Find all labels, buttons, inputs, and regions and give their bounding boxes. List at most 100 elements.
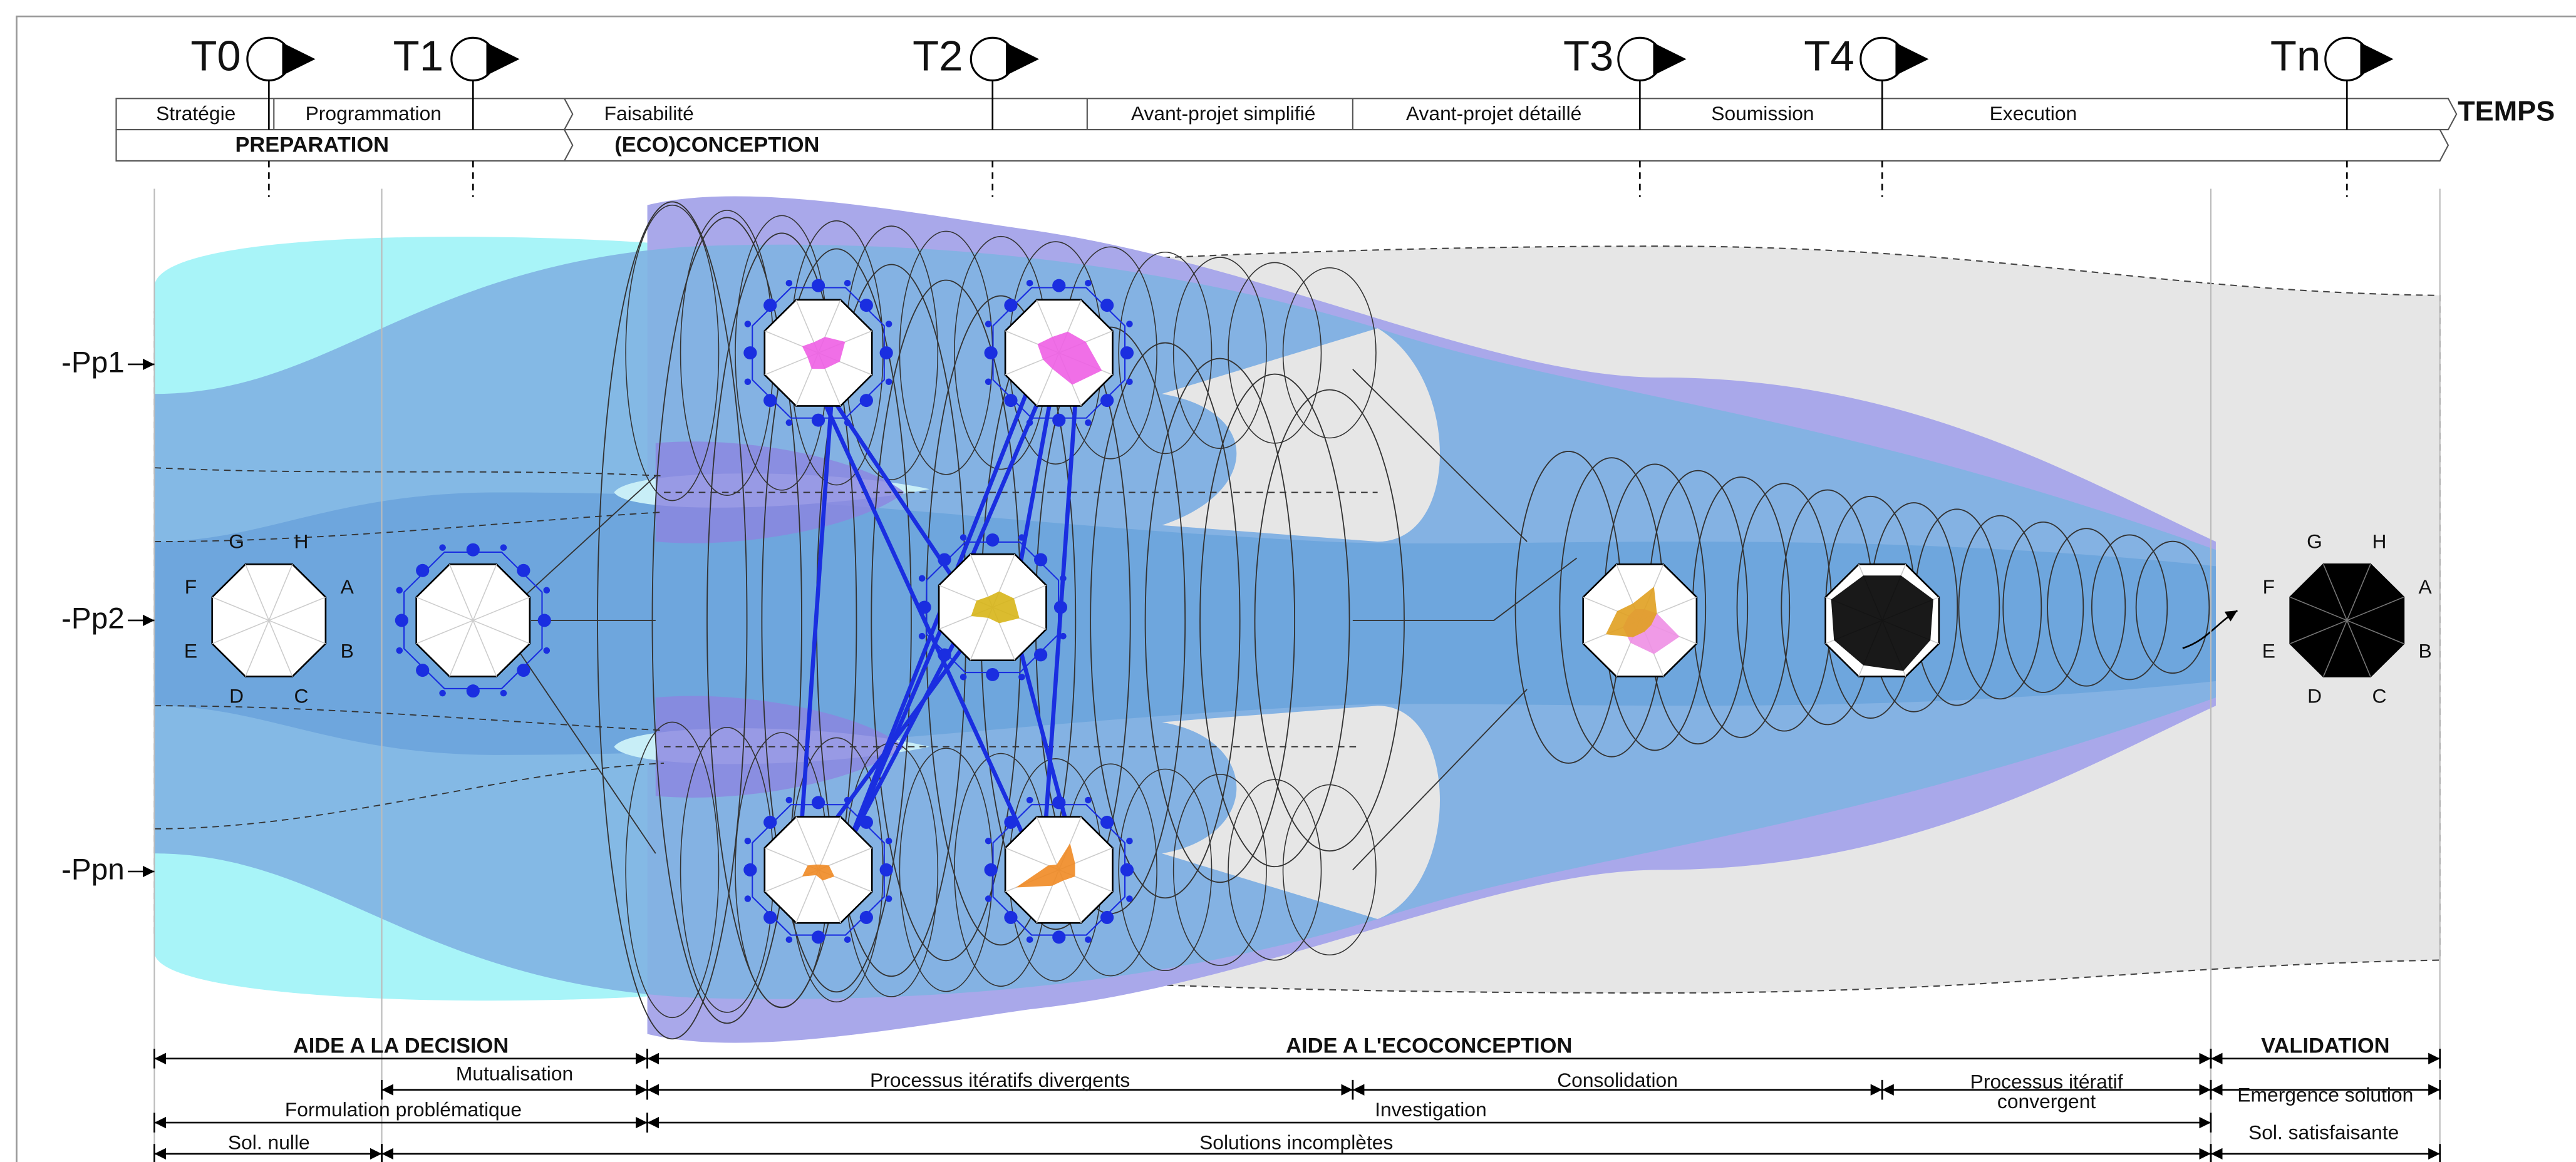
dot — [844, 279, 851, 287]
dot — [986, 667, 1000, 681]
dot — [785, 419, 793, 426]
criterion-label: H — [2372, 530, 2387, 553]
spoke — [1036, 816, 1060, 870]
dot — [885, 837, 892, 845]
dot — [1085, 279, 1092, 287]
dot — [1100, 394, 1114, 408]
dot — [879, 346, 893, 360]
criterion-label: B — [341, 640, 354, 662]
dot — [1026, 419, 1033, 426]
dot — [1052, 930, 1066, 944]
spoke — [212, 620, 269, 644]
score-shape — [1016, 843, 1075, 888]
score-shape — [1605, 587, 1657, 637]
dot — [763, 910, 777, 924]
criterion-label: B — [2419, 640, 2432, 662]
spoke — [212, 597, 269, 621]
spiral-loop — [1144, 357, 1296, 883]
spiral-loop — [1118, 768, 1213, 972]
spiral-loop — [625, 204, 720, 501]
main-phase: (ECO)CONCEPTION — [614, 133, 819, 157]
score-shape — [1831, 575, 1933, 671]
dot — [918, 575, 926, 582]
dot — [844, 936, 851, 943]
spiral-loop — [1958, 515, 2042, 700]
dot — [1004, 394, 1018, 408]
spoke — [795, 870, 819, 923]
spoke — [472, 597, 530, 621]
dot — [985, 837, 992, 845]
dot — [1085, 936, 1092, 943]
dot — [395, 614, 408, 627]
dot — [743, 346, 757, 360]
phase-label: Soumission — [1711, 102, 1814, 125]
spoke — [472, 620, 497, 677]
criterion-label: C — [2372, 685, 2387, 707]
dot — [844, 419, 851, 426]
spiral-loop — [2135, 540, 2210, 674]
score-shape — [1037, 331, 1102, 385]
dot — [500, 689, 507, 697]
span-label: Solutions incomplètes — [1199, 1131, 1393, 1154]
spoke — [449, 620, 474, 677]
dot — [885, 321, 892, 327]
dot — [396, 587, 403, 594]
spiral-loop — [625, 721, 720, 1019]
spiral-loop — [1228, 262, 1322, 444]
phase-label: Execution — [1990, 102, 2077, 125]
dot — [1004, 910, 1018, 924]
spiral-loop — [1228, 779, 1322, 961]
criterion-label: D — [2307, 685, 2322, 707]
criterion-label: F — [185, 575, 197, 598]
milestone-label: Tn — [2270, 32, 2320, 80]
dot — [1018, 534, 1025, 541]
dot — [986, 533, 1000, 547]
spoke — [2346, 620, 2371, 677]
milestone-label: T3 — [1563, 32, 1613, 80]
fork-notch — [1162, 706, 1440, 920]
milestone-arrow — [1895, 43, 1929, 76]
criterion-label: H — [294, 530, 309, 553]
score-shape — [802, 864, 835, 881]
dot — [844, 796, 851, 804]
dot — [396, 647, 403, 654]
dot — [500, 544, 507, 551]
dot — [517, 664, 530, 677]
score-shape — [971, 591, 1020, 624]
milestone-arrow — [1653, 43, 1687, 76]
dot — [859, 815, 873, 829]
dot — [1004, 299, 1018, 312]
criterion-label: E — [184, 640, 197, 662]
spiral-loop — [2091, 534, 2168, 681]
spoke — [2346, 564, 2371, 621]
phase-bar — [115, 98, 2458, 131]
spoke — [416, 597, 473, 621]
span-label: Sol. satisfaisante — [2248, 1121, 2399, 1144]
dot — [1126, 895, 1133, 902]
dot-ring — [752, 804, 885, 936]
spiral-loop — [1172, 774, 1267, 966]
spiral-loop — [2002, 521, 2084, 693]
criterion-label: A — [341, 575, 354, 598]
dot — [1120, 863, 1134, 877]
dot — [1052, 279, 1066, 292]
span-label: Emergence solution — [2237, 1084, 2413, 1106]
dot — [859, 394, 873, 408]
lane-dash — [154, 467, 665, 830]
dot — [1053, 600, 1068, 614]
connector — [497, 369, 1578, 871]
dot — [743, 863, 757, 877]
dot — [1026, 279, 1033, 287]
span-title: AIDE A L'ECOCONCEPTION — [1286, 1034, 1572, 1058]
criterion-label: F — [2263, 575, 2275, 598]
spiral-loop — [2047, 528, 2126, 687]
span-title: AIDE A LA DECISION — [293, 1034, 509, 1058]
spoke — [449, 564, 474, 621]
span-label: Processus itératifs divergents — [870, 1069, 1130, 1091]
dot — [859, 299, 873, 312]
dot — [1026, 796, 1033, 804]
spiral-loop — [1282, 784, 1377, 956]
dot — [439, 689, 446, 697]
dot-ring — [403, 551, 543, 689]
